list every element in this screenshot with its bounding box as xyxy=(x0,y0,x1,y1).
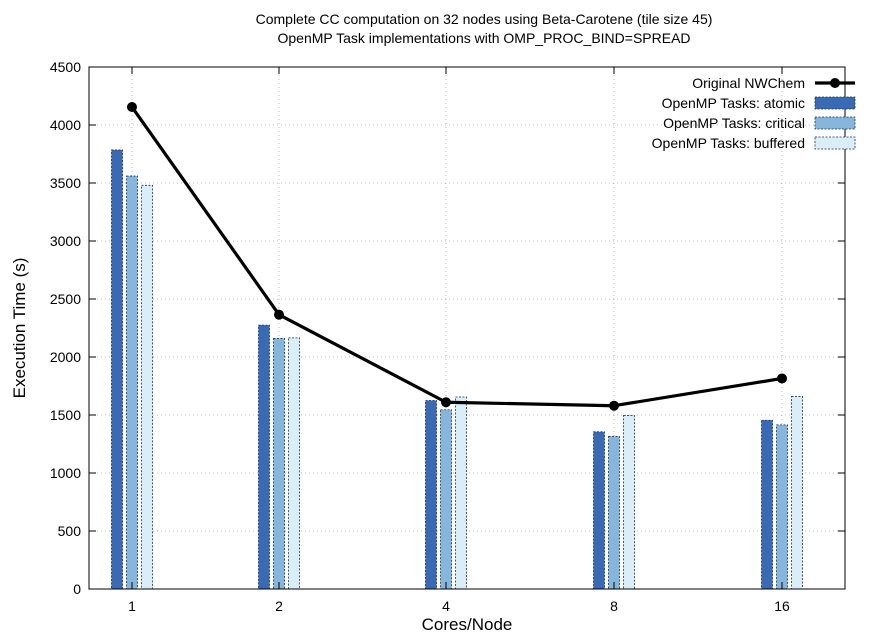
bar xyxy=(593,431,605,590)
y-axis-label: Execution Time (s) xyxy=(10,258,29,399)
legend-swatch xyxy=(814,96,856,110)
series-point xyxy=(127,102,137,113)
bar xyxy=(273,338,285,590)
bars xyxy=(111,149,803,590)
plot-frame xyxy=(88,66,846,590)
y-tick-label: 2000 xyxy=(50,349,81,365)
bar xyxy=(791,396,803,590)
bar xyxy=(258,324,270,590)
bar xyxy=(623,415,635,590)
legend-label: Original NWChem xyxy=(692,75,805,91)
y-tick-label: 1500 xyxy=(50,407,81,423)
chart-subtitle: OpenMP Task implementations with OMP_PRO… xyxy=(277,30,690,46)
y-tick-label: 0 xyxy=(73,581,81,597)
x-tick-label: 4 xyxy=(442,598,450,614)
series-point xyxy=(777,373,787,384)
bar xyxy=(425,400,437,590)
y-tick-label: 1000 xyxy=(50,465,81,481)
legend: Original NWChem OpenMP Tasks: atomic OpenM… xyxy=(652,75,856,151)
chart-title: Complete CC computation on 32 nodes usin… xyxy=(256,11,713,27)
bar xyxy=(776,424,788,590)
bar xyxy=(288,337,300,590)
legend-label: OpenMP Tasks: buffered xyxy=(652,135,805,151)
legend-swatch xyxy=(814,136,856,150)
x-axis-label: Cores/Node xyxy=(422,615,513,634)
y-axis-ticks: 0 500 1000 1500 2000 2500 3000 3500 4000 4500 xyxy=(50,59,845,597)
y-tick-label: 4000 xyxy=(50,117,81,133)
y-tick-label: 2500 xyxy=(50,291,81,307)
x-axis-ticks: 1 2 4 8 16 xyxy=(128,67,790,614)
legend-label: OpenMP Tasks: atomic xyxy=(662,95,805,111)
series-point xyxy=(609,400,619,411)
y-tick-label: 3500 xyxy=(50,175,81,191)
bar xyxy=(111,149,123,590)
bar xyxy=(455,396,467,590)
y-tick-label: 4500 xyxy=(50,59,81,75)
bar xyxy=(761,419,773,590)
legend-swatch xyxy=(814,116,856,130)
line-series xyxy=(127,102,787,411)
y-tick-label: 3000 xyxy=(50,233,81,249)
legend-marker xyxy=(830,78,840,88)
bar xyxy=(608,436,620,590)
x-tick-label: 2 xyxy=(275,598,283,614)
y-tick-label: 500 xyxy=(58,523,82,539)
x-tick-label: 16 xyxy=(774,598,790,614)
bar xyxy=(141,184,153,590)
legend-label: OpenMP Tasks: critical xyxy=(663,115,805,131)
series-point xyxy=(274,309,284,320)
bar xyxy=(126,175,138,590)
x-tick-label: 8 xyxy=(610,598,618,614)
series-point xyxy=(441,397,451,408)
x-tick-label: 1 xyxy=(128,598,136,614)
bar xyxy=(440,409,452,590)
series-line xyxy=(130,106,783,408)
